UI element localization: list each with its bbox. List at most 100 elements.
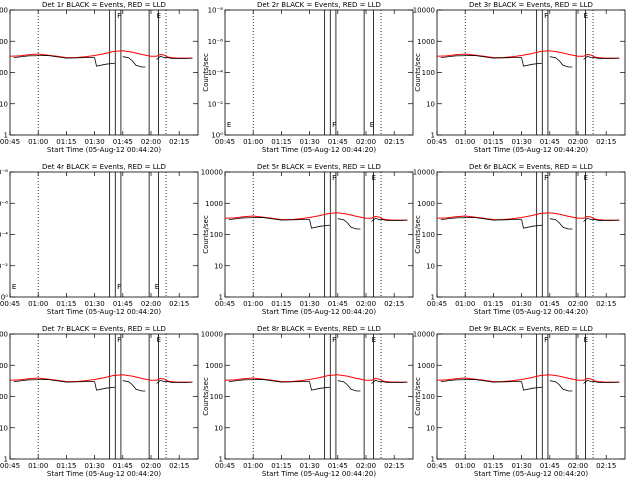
events-series-line	[440, 379, 543, 391]
x-tick-label: 01:00	[243, 138, 263, 146]
annotation-f: F	[332, 336, 336, 344]
annotation-f: F	[544, 12, 548, 20]
lld-series-line	[436, 50, 620, 59]
y-tick-label: 10	[0, 424, 8, 432]
events-series-line	[122, 56, 146, 68]
x-tick-label: 01:00	[455, 138, 475, 146]
y-tick-label: 10⁻⁸	[208, 7, 224, 15]
y-tick-label: 10000	[0, 7, 8, 15]
annotation-e: E	[372, 336, 376, 344]
panel-title: Det 5r BLACK = Events, RED = LLD	[257, 163, 381, 171]
x-tick-label: 02:00	[568, 138, 588, 146]
y-tick-label: 1000	[0, 38, 8, 46]
events-series-line	[549, 380, 573, 392]
x-axis-label: Start Time (05-Aug-12 00:44:20)	[474, 308, 588, 316]
x-tick-label: 01:45	[328, 300, 348, 308]
x-axis-label: Start Time (05-Aug-12 00:44:20)	[47, 146, 161, 154]
panel-title: Det 2r BLACK = Events, RED = LLD	[257, 1, 381, 9]
panel-9: Det 9r BLACK = Events, RED = LLD Counts/s…	[413, 325, 626, 478]
events-series-line	[156, 55, 193, 60]
annotation-e: E	[157, 12, 161, 20]
x-tick-label: 02:00	[356, 300, 376, 308]
events-series-line	[440, 55, 543, 67]
y-axis-label: Counts/sec	[202, 215, 210, 254]
x-tick-label: 01:15	[483, 300, 503, 308]
events-series-line	[13, 379, 116, 391]
events-series-line	[583, 379, 620, 384]
panel-7: Det 7r BLACK = Events, RED = LLDCounts/s…	[0, 325, 199, 478]
x-tick-label: 01:30	[85, 462, 105, 470]
annotation-e: E	[584, 174, 588, 182]
x-tick-label: 02:00	[141, 300, 161, 308]
y-tick-label: 10000	[201, 331, 223, 339]
y-tick-label: 1000	[417, 200, 435, 208]
x-axis-label: Start Time (05-Aug-12 00:44:20)	[47, 308, 161, 316]
events-series-line	[337, 380, 361, 392]
y-tick-label: 1000	[205, 362, 223, 370]
panel-title: Det 9r BLACK = Events, RED = LLD	[469, 325, 593, 333]
x-tick-label: 01:45	[540, 462, 560, 470]
y-tick-label: 1	[431, 294, 435, 302]
y-tick-label: 100	[422, 69, 435, 77]
events-series-line	[337, 218, 361, 230]
annotation-f: F	[544, 336, 548, 344]
y-tick-label: 1	[431, 132, 435, 140]
y-tick-label: 1	[219, 294, 223, 302]
x-tick-label: 01:30	[300, 300, 320, 308]
events-series-line	[583, 55, 620, 60]
x-tick-label: 01:45	[113, 138, 133, 146]
x-tick-label: 01:30	[512, 138, 532, 146]
x-axis-label: Start Time (05-Aug-12 00:44:20)	[47, 470, 161, 478]
lld-series-line	[436, 374, 620, 383]
y-axis-label: Counts/sec	[414, 53, 422, 92]
events-series-line	[122, 380, 146, 392]
x-tick-label: 01:30	[300, 462, 320, 470]
x-tick-label: 01:45	[113, 300, 133, 308]
y-axis-label: Counts/sec	[202, 377, 210, 416]
panel-title: Det 4r BLACK = Events, RED = LLD	[42, 163, 166, 171]
x-tick-label: 02:00	[141, 462, 161, 470]
x-tick-label: 02:15	[384, 300, 404, 308]
x-tick-label: 02:15	[384, 462, 404, 470]
x-tick-label: 01:15	[483, 138, 503, 146]
annotation-f: F	[117, 283, 121, 291]
annotation-e: E	[12, 283, 16, 291]
y-tick-label: 10⁻²	[208, 100, 224, 108]
y-tick-label: 1000	[417, 38, 435, 46]
x-tick-label: 01:00	[28, 300, 48, 308]
y-tick-label: 10⁰	[0, 294, 8, 302]
x-tick-label: 01:15	[56, 300, 76, 308]
events-series-line	[549, 218, 573, 230]
annotation-e: E	[584, 12, 588, 20]
y-tick-label: 10	[426, 100, 435, 108]
x-tick-label: 01:15	[271, 462, 291, 470]
x-tick-label: 01:15	[483, 462, 503, 470]
x-tick-label: 01:15	[56, 138, 76, 146]
x-tick-label: 01:15	[56, 462, 76, 470]
x-tick-label: 01:30	[85, 300, 105, 308]
annotation-f: F	[117, 336, 121, 344]
x-tick-label: 00:45	[427, 300, 447, 308]
panel-title: Det 3r BLACK = Events, RED = LLD	[469, 1, 593, 9]
y-axis-label: Counts/sec	[414, 377, 422, 416]
panel-2: Det 2r BLACK = Events, RED = LLD Counts/s…	[202, 1, 414, 154]
annotation-e: E	[372, 174, 376, 182]
x-tick-label: 01:45	[540, 138, 560, 146]
lld-series-line	[9, 374, 193, 383]
y-axis-label: Counts/sec	[414, 215, 422, 254]
events-series-line	[371, 217, 408, 222]
x-tick-label: 00:45	[215, 138, 235, 146]
events-series-line	[583, 217, 620, 222]
lld-series-line	[436, 212, 620, 221]
y-tick-label: 10⁻⁴	[0, 231, 8, 239]
y-tick-label: 10000	[413, 331, 435, 339]
panel-4: Det 4r BLACK = Events, RED = LLDCounts/s…	[0, 163, 199, 316]
events-series-line	[13, 55, 116, 67]
x-tick-label: 02:15	[384, 138, 404, 146]
y-tick-label: 10⁰	[211, 132, 223, 140]
y-tick-label: 10	[214, 424, 223, 432]
x-tick-label: 01:00	[243, 300, 263, 308]
x-tick-label: 01:45	[540, 300, 560, 308]
annotation-f: F	[332, 174, 336, 182]
